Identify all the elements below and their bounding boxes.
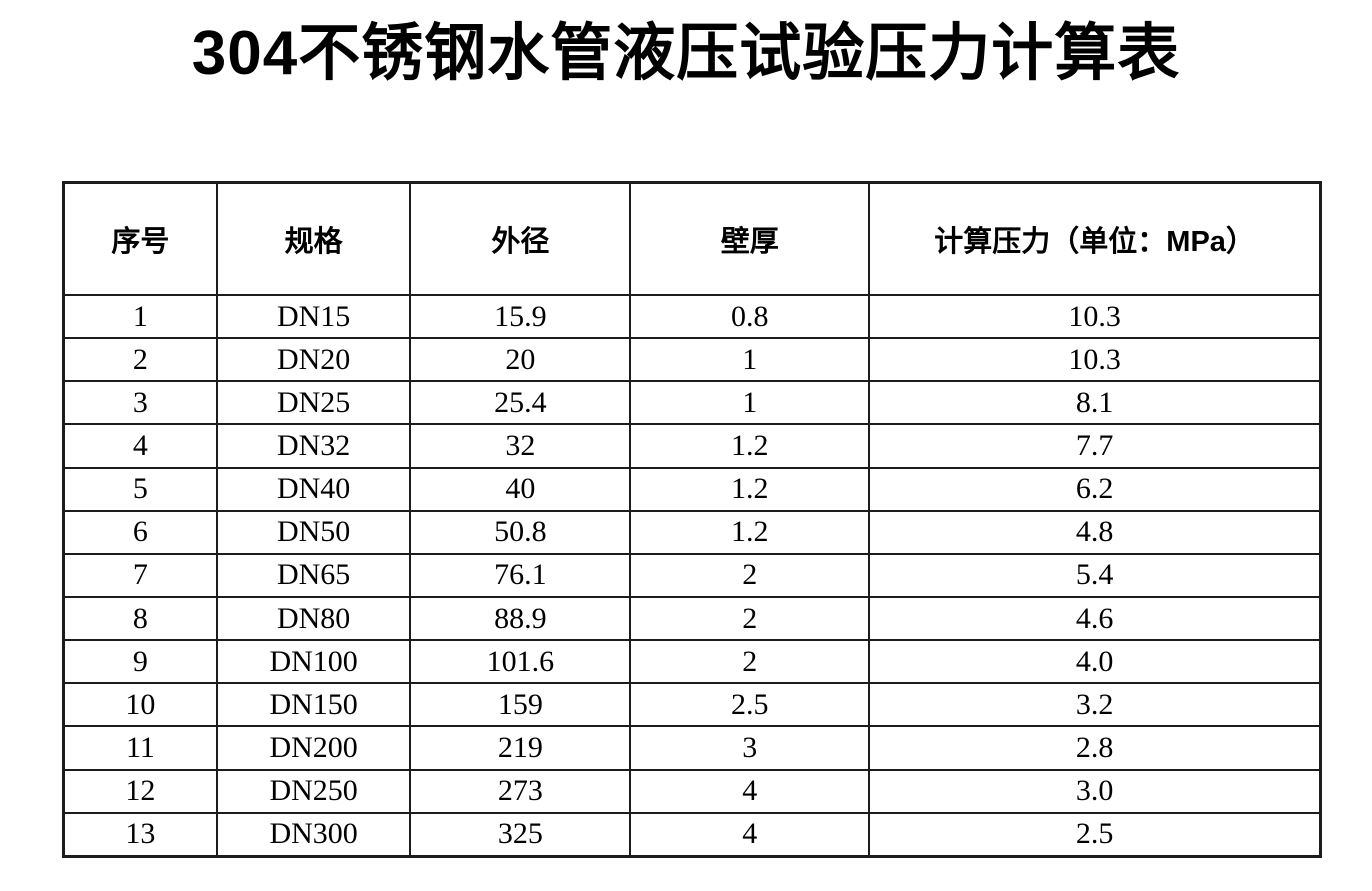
- column-header: 壁厚: [629, 181, 871, 296]
- table-cell: 12: [62, 768, 218, 814]
- table-row: 6 DN50 50.8 1.2 4.8: [62, 509, 1322, 555]
- pressure-table: 序号 规格 外径 壁厚 计算压力（单位：MPa） 1 DN15 15.9 0.8 10.3 2 DN…: [62, 181, 1322, 858]
- table-row: 8 DN80 88.9 2 4.6: [62, 595, 1322, 642]
- table-cell: 6.2: [868, 466, 1322, 512]
- table-cell: 3.2: [868, 682, 1322, 728]
- column-header: 序号: [62, 181, 218, 296]
- table-cell: 7.7: [868, 423, 1322, 469]
- table-cell: 2.8: [868, 725, 1322, 771]
- table-cell: 8.1: [868, 380, 1322, 426]
- table-cell: 4.0: [868, 639, 1322, 685]
- table-cell: 1: [629, 337, 871, 383]
- table-cell: 6: [62, 509, 218, 555]
- table-cell: 20: [409, 337, 632, 383]
- table-cell: 101.6: [409, 639, 632, 685]
- table-row: 3 DN25 25.4 1 8.1: [62, 380, 1322, 426]
- table-cell: 2: [629, 639, 871, 685]
- table-row: 2 DN20 20 1 10.3: [62, 337, 1322, 383]
- table-cell: 1: [629, 380, 871, 426]
- table-cell: 3.0: [868, 768, 1322, 814]
- table-cell: 32: [409, 423, 632, 469]
- table-body: 1 DN15 15.9 0.8 10.3 2 DN20 20 1 10.3 3 DN25 25.4 1 8.…: [62, 293, 1322, 858]
- table-cell: 4: [62, 423, 218, 469]
- table-cell: 1: [62, 293, 218, 340]
- table-cell: DN25: [215, 380, 412, 426]
- table-cell: 2: [629, 595, 871, 642]
- table-cell: 5.4: [868, 552, 1322, 598]
- table-cell: 76.1: [409, 552, 632, 598]
- table-cell: 3: [62, 380, 218, 426]
- column-header: 外径: [409, 181, 632, 296]
- table-cell: DN20: [215, 337, 412, 383]
- table-cell: 13: [62, 811, 218, 858]
- table-row: 9 DN100 101.6 2 4.0: [62, 639, 1322, 685]
- table-cell: DN65: [215, 552, 412, 598]
- table-cell: DN40: [215, 466, 412, 512]
- table-cell: 8: [62, 595, 218, 642]
- table-row: 12 DN250 273 4 3.0: [62, 768, 1322, 814]
- table-cell: 40: [409, 466, 632, 512]
- table-row: 10 DN150 159 2.5 3.2: [62, 682, 1322, 728]
- table-cell: 15.9: [409, 293, 632, 340]
- table-cell: 1.2: [629, 509, 871, 555]
- table-cell: 50.8: [409, 509, 632, 555]
- table-cell: DN15: [215, 293, 412, 340]
- table-cell: 325: [409, 811, 632, 858]
- page-title: 304不锈钢水管液压试验压力计算表: [191, 19, 1181, 88]
- table-cell: 2.5: [629, 682, 871, 728]
- table-cell: DN200: [215, 725, 412, 771]
- table-cell: 3: [629, 725, 871, 771]
- table-cell: 10: [62, 682, 218, 728]
- table-cell: DN300: [215, 811, 412, 858]
- column-header: 计算压力（单位：MPa）: [868, 181, 1322, 296]
- table-cell: 2.5: [868, 811, 1322, 858]
- table-cell: 2: [629, 552, 871, 598]
- table-cell: 273: [409, 768, 632, 814]
- table-cell: DN250: [215, 768, 412, 814]
- column-header: 规格: [215, 181, 412, 296]
- table-cell: 10.3: [868, 337, 1322, 383]
- table-cell: 4.6: [868, 595, 1322, 642]
- table-cell: 10.3: [868, 293, 1322, 340]
- table-cell: 219: [409, 725, 632, 771]
- table-row: 5 DN40 40 1.2 6.2: [62, 466, 1322, 512]
- table-cell: 0.8: [629, 293, 871, 340]
- table-cell: 1.2: [629, 466, 871, 512]
- table-row: 13 DN300 325 4 2.5: [62, 811, 1322, 858]
- table-cell: 9: [62, 639, 218, 685]
- table-cell: DN100: [215, 639, 412, 685]
- table-cell: 1.2: [629, 423, 871, 469]
- table-cell: 11: [62, 725, 218, 771]
- table-cell: 88.9: [409, 595, 632, 642]
- table-cell: 4: [629, 811, 871, 858]
- table-cell: 159: [409, 682, 632, 728]
- table-row: 1 DN15 15.9 0.8 10.3: [62, 293, 1322, 340]
- table-cell: 4: [629, 768, 871, 814]
- table-row: 7 DN65 76.1 2 5.4: [62, 552, 1322, 598]
- table-cell: 25.4: [409, 380, 632, 426]
- header-row: 序号 规格 外径 壁厚 计算压力（单位：MPa）: [62, 181, 1322, 296]
- table-row: 11 DN200 219 3 2.8: [62, 725, 1322, 771]
- table-cell: DN50: [215, 509, 412, 555]
- table-cell: 4.8: [868, 509, 1322, 555]
- table-cell: DN150: [215, 682, 412, 728]
- table-cell: 2: [62, 337, 218, 383]
- table-cell: DN80: [215, 595, 412, 642]
- table-cell: 7: [62, 552, 218, 598]
- table-cell: DN32: [215, 423, 412, 469]
- table-cell: 5: [62, 466, 218, 512]
- table-row: 4 DN32 32 1.2 7.7: [62, 423, 1322, 469]
